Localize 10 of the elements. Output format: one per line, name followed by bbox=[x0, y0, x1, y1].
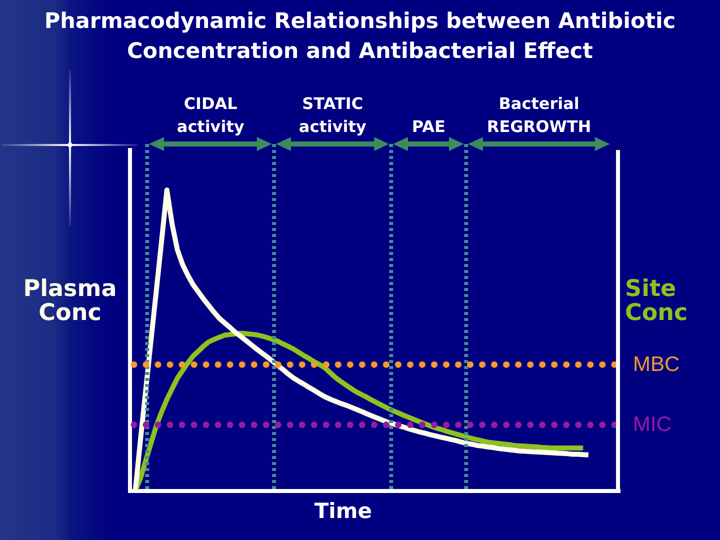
ref-line-label: MBC bbox=[633, 352, 680, 378]
x-axis-title: Time bbox=[313, 498, 373, 525]
chart-title: Pharmacodynamic Relationships between Antibiotic Concentration and Antibacterial Effect bbox=[43, 8, 677, 66]
text: CIDAL activity bbox=[176, 93, 246, 138]
text: Bacterial REGROWTH bbox=[486, 93, 592, 138]
text: PAE bbox=[410, 116, 446, 138]
series-label: Plasma Conc bbox=[22, 276, 118, 326]
text: Site Conc bbox=[625, 276, 689, 326]
ref-line-label: MIC bbox=[633, 412, 672, 438]
text: STATIC activity bbox=[298, 93, 368, 138]
